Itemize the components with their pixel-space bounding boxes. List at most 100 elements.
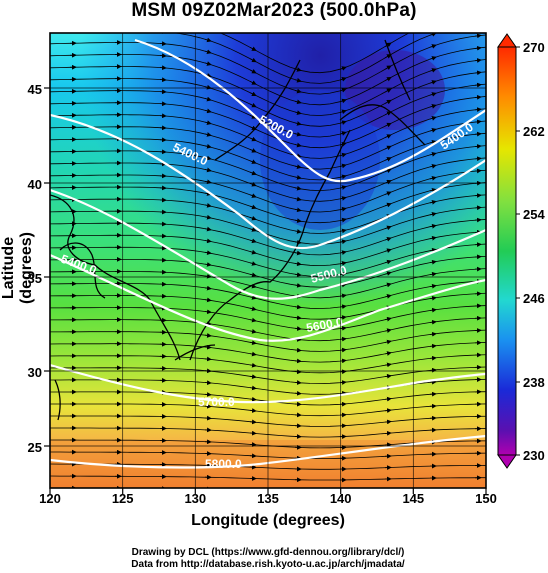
wind-arrow: [384, 145, 392, 151]
x-tick-label: 130: [184, 491, 207, 506]
credit-data-source: Data from http://database.rish.kyoto-u.a…: [131, 559, 405, 570]
wind-arrow: [204, 108, 212, 114]
wind-arrow: [249, 204, 257, 210]
wind-arrow: [474, 156, 482, 162]
wind-arrow: [249, 249, 257, 255]
wind-arrow: [204, 155, 212, 161]
coastlines: [50, 39, 426, 421]
wind-arrow: [249, 193, 257, 198]
wind-arrow: [204, 262, 212, 267]
axis-ticks: [44, 87, 487, 494]
wind-arrow: [294, 142, 302, 148]
wind-arrow: [429, 355, 437, 361]
wind-arrow: [474, 33, 482, 39]
wind-arrow: [294, 131, 302, 137]
wind-arrow: [384, 202, 392, 208]
wind-arrow: [294, 88, 302, 94]
wind-arrow: [204, 321, 212, 326]
x-axis-label: Longitude (degrees): [191, 512, 345, 529]
wind-arrow: [474, 119, 482, 125]
wind-arrow: [384, 373, 392, 379]
wind-arrow: [294, 207, 302, 213]
wind-arrow: [429, 271, 437, 277]
wind-arrow: [249, 182, 257, 187]
wind-arrow: [429, 391, 437, 397]
wind-arrow: [294, 77, 302, 83]
wind-arrow: [384, 351, 392, 356]
wind-arrow: [204, 96, 212, 102]
wind-arrow: [249, 102, 257, 108]
contour-label: 5600.0: [305, 315, 344, 335]
wind-arrow: [159, 113, 167, 119]
contour-label: 5800.0: [205, 457, 242, 471]
wind-arrow: [384, 316, 392, 322]
wind-arrow: [384, 191, 392, 196]
wind-arrow: [159, 77, 167, 83]
wind-arrow: [294, 283, 302, 288]
wind-arrow: [474, 217, 482, 223]
y-tick-label: 30: [27, 365, 42, 380]
wind-arrow: [204, 297, 212, 303]
colorbar: [497, 33, 520, 469]
wind-arrow: [249, 272, 257, 278]
wind-arrow: [384, 328, 392, 333]
wind-arrow: [384, 419, 392, 425]
wind-arrow: [249, 295, 257, 300]
streamline: [219, 33, 410, 74]
colorbar-tick-label: 262: [523, 124, 545, 139]
wind-arrow: [249, 148, 257, 153]
wind-arrow: [384, 248, 392, 253]
wind-arrow: [249, 317, 257, 323]
wind-arrow: [294, 239, 302, 245]
wind-arrow: [384, 396, 392, 402]
wind-arrow: [384, 259, 392, 265]
colorbar-tick-label: 270: [523, 40, 545, 55]
wind-arrow: [294, 347, 302, 353]
wind-arrow: [294, 315, 302, 321]
wind-arrow: [204, 203, 212, 208]
wind-arrow: [384, 42, 392, 48]
wind-arrow: [384, 157, 392, 162]
wind-arrow: [384, 225, 392, 231]
wind-arrow: [204, 143, 212, 149]
wind-arrow: [429, 164, 437, 169]
wind-arrow: [249, 91, 257, 96]
wind-arrow: [294, 390, 302, 396]
wind-arrow: [249, 430, 257, 436]
y-tick-label: 25: [27, 440, 42, 455]
wind-arrow: [474, 131, 482, 137]
wind-arrow: [384, 88, 392, 93]
wind-arrow: [204, 238, 212, 244]
wind-arrow: [249, 80, 257, 85]
wind-arrow: [474, 193, 482, 198]
wind-arrow: [384, 408, 392, 413]
wind-arrow: [429, 140, 437, 145]
wind-arrow: [429, 319, 437, 325]
wind-arrow: [429, 247, 437, 253]
wind-arrow: [204, 309, 212, 315]
wind-arrow: [429, 128, 437, 133]
wind-arrow: [294, 196, 302, 202]
wind-arrow: [204, 132, 212, 137]
wind-arrow: [384, 236, 392, 242]
wind-arrow: [249, 329, 257, 334]
wind-arrow: [204, 380, 212, 386]
temperature-field: [50, 19, 486, 488]
wind-arrow: [249, 408, 257, 413]
wind-arrow: [249, 340, 257, 346]
wind-arrow: [160, 19, 166, 20]
wind-arrow: [249, 170, 257, 176]
wind-arrow: [249, 215, 257, 221]
height-contours: [50, 38, 486, 469]
wind-arrow: [429, 187, 437, 193]
wind-arrow: [205, 27, 211, 29]
wind-arrow: [384, 168, 392, 173]
wind-arrow: [430, 21, 436, 23]
y-tick-label: 35: [27, 271, 42, 286]
wind-arrow: [429, 199, 437, 205]
x-tick-label: 135: [257, 491, 279, 506]
wind-arrow: [474, 45, 482, 51]
wind-arrow: [384, 362, 392, 368]
credit-drawing: Drawing by DCL (https://www.gfd-dennou.o…: [131, 547, 405, 558]
wind-arrow: [429, 175, 437, 181]
